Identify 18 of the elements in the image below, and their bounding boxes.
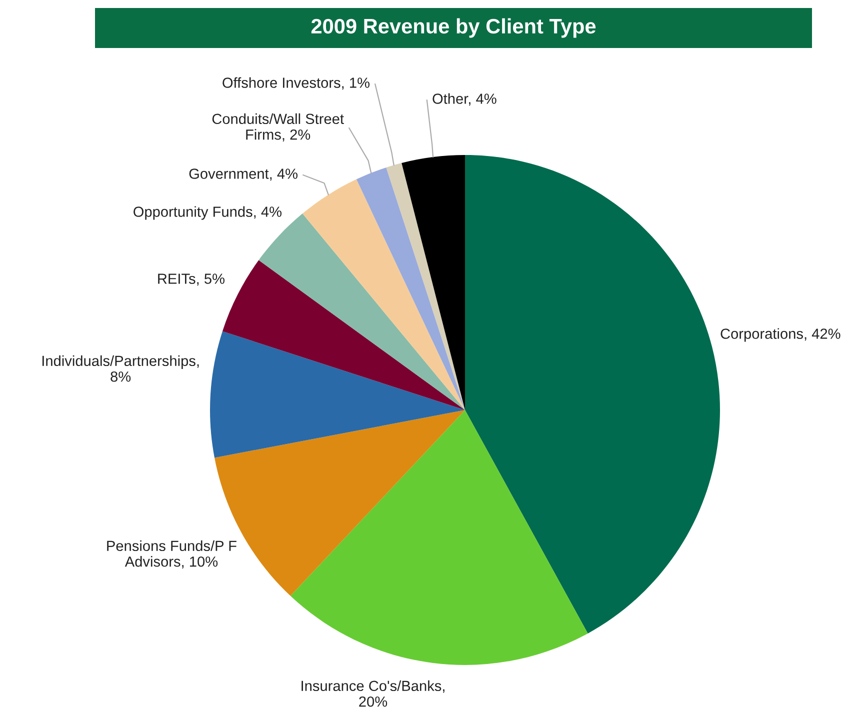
slice-label: Individuals/Partnerships, 8%: [42, 355, 199, 382]
pie-slice: [302, 179, 465, 410]
pie-slice: [290, 410, 588, 665]
pie-slice: [210, 331, 465, 458]
slice-label: Insurance Co's/Banks, 20%: [302, 680, 444, 707]
pie-slice: [465, 155, 720, 634]
slice-label: Government, 4%: [189, 168, 298, 181]
pie-slice: [356, 167, 465, 410]
pie-slice: [402, 155, 465, 410]
slice-label: Corporations, 42%: [720, 328, 840, 342]
pie-slice: [386, 163, 465, 410]
chart-title: 2009 Revenue by Client Type: [311, 18, 596, 38]
slice-label: Conduits/Wall Street Firms, 2%: [212, 113, 344, 142]
slice-label: REITs, 5%: [158, 274, 224, 286]
slice-label: Other, 4%: [432, 93, 496, 106]
slice-label: Pensions Funds/P F Advisors, 10%: [107, 540, 236, 568]
slice-label: Opportunity Funds, 4%: [134, 206, 282, 220]
slice-label: Offshore Investors, 1%: [222, 77, 370, 90]
